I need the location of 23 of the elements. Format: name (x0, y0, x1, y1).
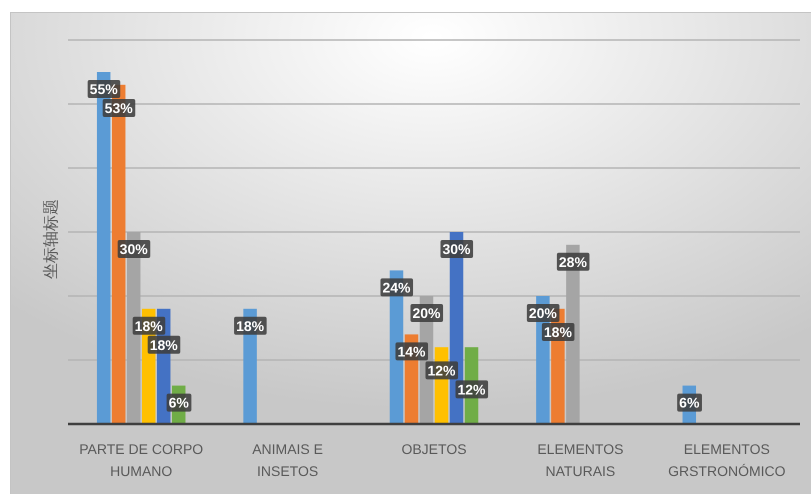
data-label: 30% (442, 241, 472, 257)
data-label: 20% (412, 305, 442, 321)
data-label: 12% (458, 381, 486, 398)
data-label: 18% (134, 318, 164, 334)
data-label: 55% (90, 81, 118, 97)
data-label: 20% (528, 305, 558, 321)
data-label: 18% (236, 318, 265, 334)
x-tick-label: ELEMENTOS GRSTRONÓMICO (668, 441, 786, 479)
x-tick-label: ANIMAIS E INSETOS (252, 441, 323, 479)
x-tick-label: PARTE DE CORPO HUMANO (79, 441, 204, 479)
x-tick-label: OBJETOS (401, 441, 467, 457)
data-label: 28% (558, 254, 588, 270)
data-label: 18% (150, 336, 178, 353)
x-tick-label: ELEMENTOS NATURAIS (537, 441, 624, 479)
data-label: 30% (120, 241, 148, 257)
data-label: 18% (544, 324, 572, 340)
data-label: 12% (427, 362, 456, 378)
data-label: 6% (679, 394, 700, 411)
y-axis-title: 坐标轴标题 (42, 199, 60, 279)
data-label: 6% (168, 394, 190, 411)
data-label: 53% (104, 100, 134, 116)
data-label: 14% (397, 343, 426, 360)
data-label: 24% (382, 279, 412, 296)
